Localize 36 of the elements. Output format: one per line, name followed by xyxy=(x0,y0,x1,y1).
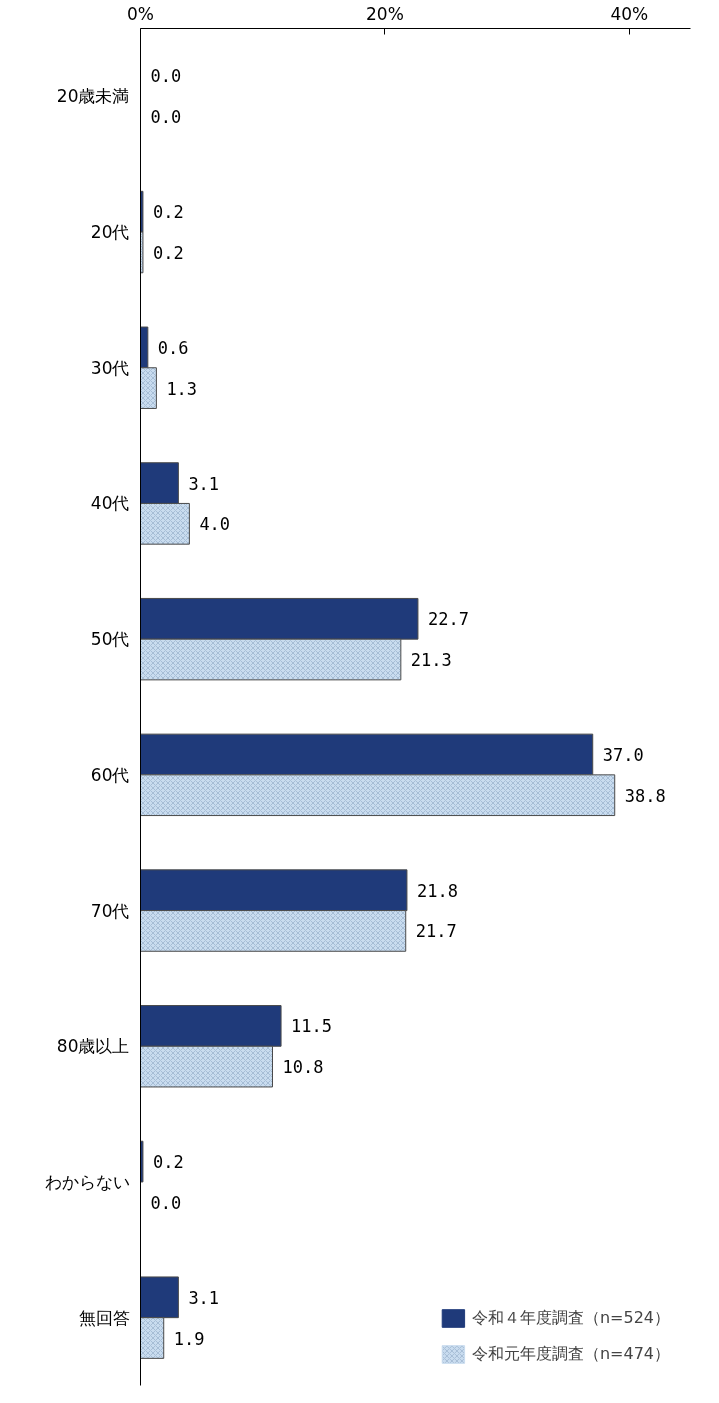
data-label: 4.0 xyxy=(199,514,231,535)
legend-label: 令和元年度調査（n=474） xyxy=(471,1343,670,1365)
data-label: 0.0 xyxy=(150,1192,182,1213)
y-tick-label: 20代 xyxy=(90,222,130,243)
y-tick-label: 70代 xyxy=(90,900,130,921)
data-label: 0.2 xyxy=(152,202,184,223)
y-tick-label: 50代 xyxy=(90,629,130,650)
y-tick-label: 30代 xyxy=(90,357,130,378)
data-label: 0.0 xyxy=(150,66,182,87)
y-tick-label: 40代 xyxy=(90,493,130,514)
data-label: 21.8 xyxy=(416,880,458,901)
y-tick-label: 80歳以上 xyxy=(56,1036,130,1057)
data-label: 0.0 xyxy=(150,107,182,128)
data-label: 0.6 xyxy=(157,337,189,358)
data-label: 3.1 xyxy=(188,1287,220,1308)
data-label: 21.7 xyxy=(415,921,457,942)
y-tick-label: わからない xyxy=(44,1171,130,1192)
data-label: 0.2 xyxy=(152,1152,184,1173)
data-label: 22.7 xyxy=(427,609,469,630)
y-tick-label: 無回答 xyxy=(78,1307,130,1328)
x-tick-label: 0% xyxy=(127,3,154,24)
data-label: 37.0 xyxy=(602,744,644,765)
x-tick-label: 40% xyxy=(610,3,649,24)
data-label: 21.3 xyxy=(410,650,452,671)
data-label: 10.8 xyxy=(282,1057,324,1078)
y-tick-label: 60代 xyxy=(90,764,130,785)
data-label: 11.5 xyxy=(291,1016,333,1037)
data-label: 1.3 xyxy=(166,378,198,399)
data-label: 1.9 xyxy=(173,1328,205,1349)
data-label: 0.2 xyxy=(152,242,184,263)
data-label: 3.1 xyxy=(188,473,220,494)
y-tick-label: 20歳未満 xyxy=(56,86,130,107)
data-label: 38.8 xyxy=(624,785,666,806)
x-tick-label: 20% xyxy=(366,3,404,24)
bar xyxy=(140,1140,144,1183)
legend-label: 令和４年度調査（n=524） xyxy=(471,1307,670,1329)
